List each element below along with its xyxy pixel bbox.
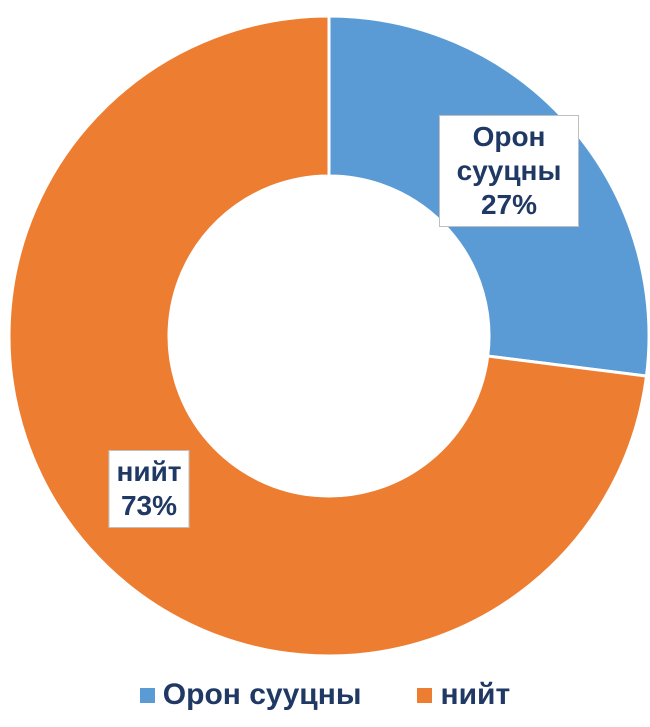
data-label-value: 73% xyxy=(120,489,177,521)
donut-area xyxy=(7,14,650,658)
legend-item: Орон сууцны xyxy=(139,678,362,712)
legend: Орон сууцны нийт xyxy=(0,678,650,712)
legend-swatch xyxy=(139,687,155,703)
data-label-value: 27% xyxy=(480,189,538,221)
data-label: нийт 73% xyxy=(108,449,190,528)
legend-item: нийт xyxy=(417,678,510,712)
data-label: Орон сууцны 27% xyxy=(439,115,580,228)
data-label-category: нийт xyxy=(116,455,182,487)
legend-label: Орон сууцны xyxy=(162,678,362,711)
data-label-category: Орон сууцны xyxy=(456,121,562,187)
legend-label: нийт xyxy=(440,678,511,711)
legend-swatch xyxy=(417,687,433,703)
